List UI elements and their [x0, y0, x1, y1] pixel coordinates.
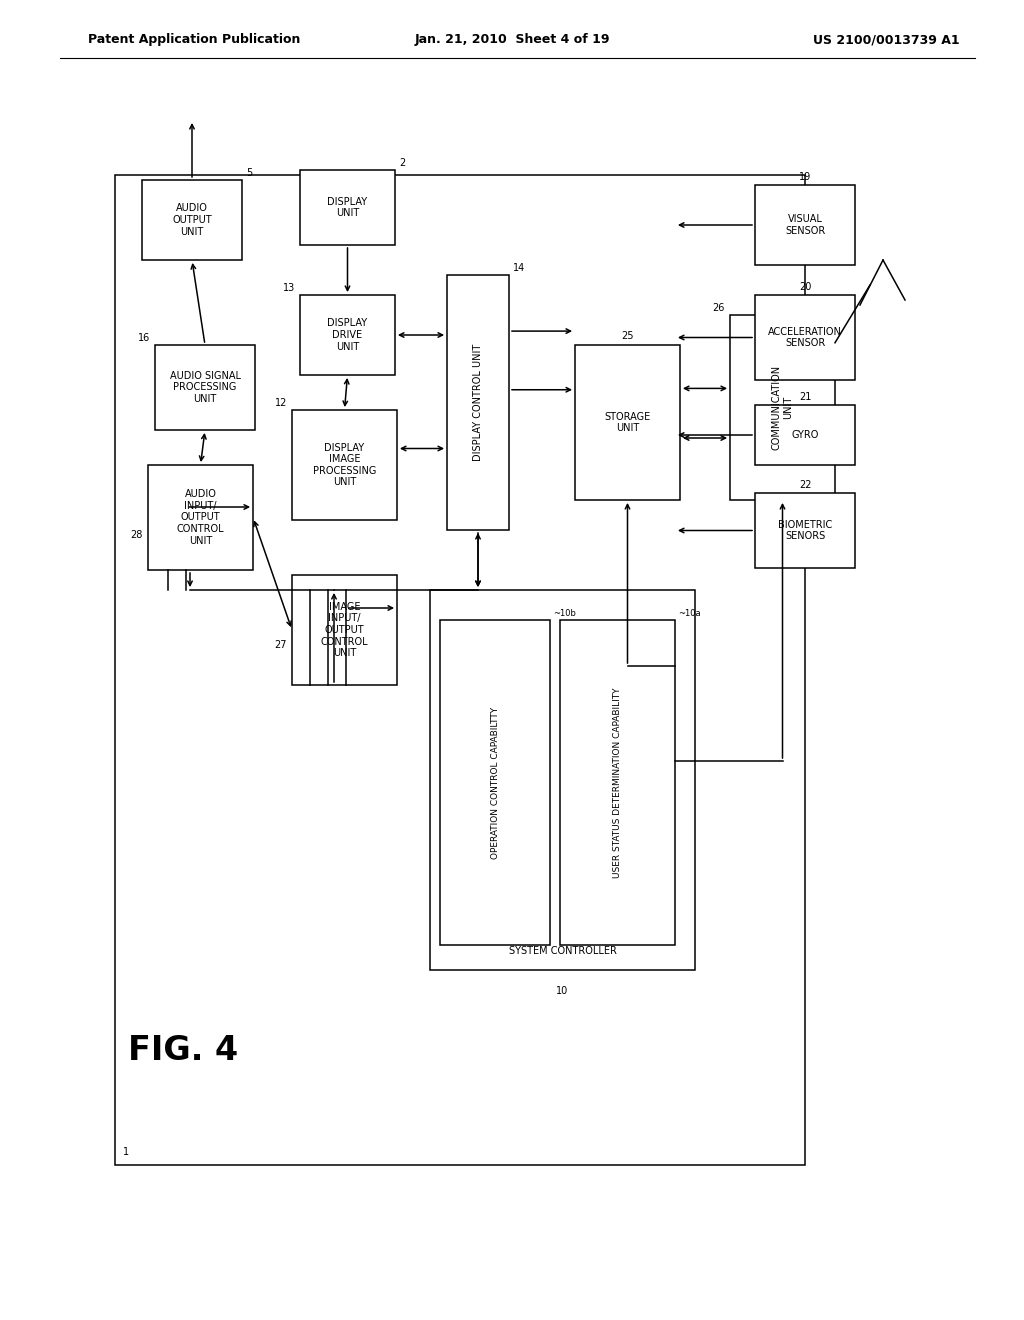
Bar	[447, 275, 509, 531]
Text: 27: 27	[274, 640, 287, 649]
Text: Patent Application Publication: Patent Application Publication	[88, 33, 300, 46]
Text: AUDIO
INPUT/
OUTPUT
CONTROL
UNIT: AUDIO INPUT/ OUTPUT CONTROL UNIT	[177, 490, 224, 545]
Text: COMMUNICATION
UNIT: COMMUNICATION UNIT	[772, 364, 794, 450]
Bar	[755, 185, 855, 265]
Text: 21: 21	[799, 392, 811, 403]
Text: BIOMETRIC
SENORS: BIOMETRIC SENORS	[778, 520, 833, 541]
Text: 20: 20	[799, 282, 811, 292]
Text: ~10b: ~10b	[553, 609, 575, 618]
Bar	[142, 180, 242, 260]
Text: DISPLAY
DRIVE
UNIT: DISPLAY DRIVE UNIT	[328, 318, 368, 351]
Bar	[575, 345, 680, 500]
Bar	[430, 590, 695, 970]
Text: STORAGE
UNIT: STORAGE UNIT	[604, 412, 650, 433]
Bar	[115, 176, 805, 1166]
Text: 22: 22	[799, 480, 811, 490]
Bar	[730, 315, 835, 500]
Text: USER STATUS DETERMINATION CAPABILITY: USER STATUS DETERMINATION CAPABILITY	[613, 688, 622, 878]
Text: GYRO: GYRO	[792, 430, 818, 440]
Text: 13: 13	[283, 282, 295, 293]
Text: 5: 5	[246, 168, 252, 178]
Text: 19: 19	[799, 172, 811, 182]
Bar	[755, 294, 855, 380]
Text: DISPLAY
UNIT: DISPLAY UNIT	[328, 197, 368, 218]
Text: 26: 26	[713, 304, 725, 313]
Text: VISUAL
SENSOR: VISUAL SENSOR	[784, 214, 825, 236]
Text: DISPLAY
IMAGE
PROCESSING
UNIT: DISPLAY IMAGE PROCESSING UNIT	[312, 442, 376, 487]
Text: 25: 25	[622, 331, 634, 341]
Text: 2: 2	[399, 158, 406, 168]
Bar	[440, 620, 550, 945]
Text: DISPLAY CONTROL UNIT: DISPLAY CONTROL UNIT	[473, 345, 483, 461]
Bar	[292, 576, 397, 685]
Text: SYSTEM CONTROLLER: SYSTEM CONTROLLER	[509, 946, 616, 956]
Bar	[148, 465, 253, 570]
Text: 1: 1	[123, 1147, 129, 1158]
Text: OPERATION CONTROL CAPABILTTY: OPERATION CONTROL CAPABILTTY	[490, 706, 500, 858]
Bar	[560, 620, 675, 945]
Text: AUDIO SIGNAL
PROCESSING
UNIT: AUDIO SIGNAL PROCESSING UNIT	[170, 371, 241, 404]
Text: Jan. 21, 2010  Sheet 4 of 19: Jan. 21, 2010 Sheet 4 of 19	[415, 33, 609, 46]
Bar	[292, 411, 397, 520]
Text: FIG. 4: FIG. 4	[128, 1034, 239, 1067]
Bar	[300, 294, 395, 375]
Bar	[755, 405, 855, 465]
Text: 14: 14	[513, 263, 525, 273]
Text: 16: 16	[138, 333, 150, 343]
Text: ACCELERATION
SENSOR: ACCELERATION SENSOR	[768, 327, 842, 348]
Text: 12: 12	[274, 399, 287, 408]
Bar	[755, 492, 855, 568]
Text: 28: 28	[131, 531, 143, 540]
Text: US 2100/0013739 A1: US 2100/0013739 A1	[813, 33, 961, 46]
Text: 10: 10	[556, 986, 568, 997]
Bar	[155, 345, 255, 430]
Text: AUDIO
OUTPUT
UNIT: AUDIO OUTPUT UNIT	[172, 203, 212, 236]
Bar	[300, 170, 395, 246]
Text: IMAGE
INPUT/
OUTPUT
CONTROL
UNIT: IMAGE INPUT/ OUTPUT CONTROL UNIT	[321, 602, 369, 659]
Text: ~10a: ~10a	[678, 609, 700, 618]
